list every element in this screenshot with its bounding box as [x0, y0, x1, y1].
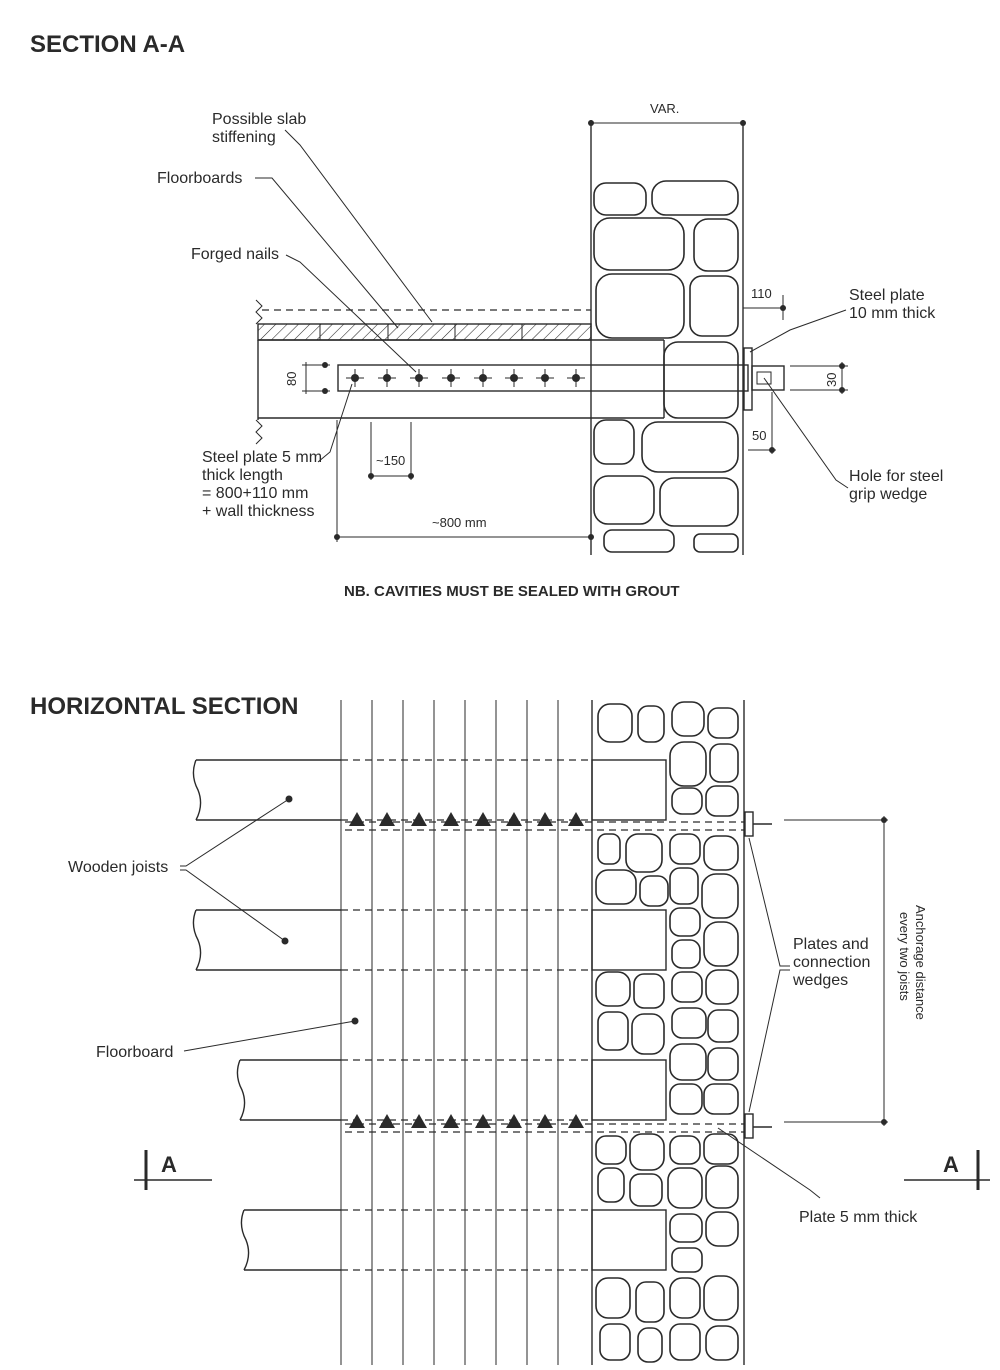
wooden-joists: [192, 759, 667, 1271]
label-wooden-joists: Wooden joists: [68, 859, 168, 876]
dim-110: 110: [751, 286, 772, 301]
label-hole-2: grip wedge: [849, 486, 927, 503]
stone-wall-section: [590, 120, 744, 555]
dim-50: 50: [752, 428, 766, 443]
label-plate-5mm: Plate 5 mm thick: [799, 1209, 918, 1226]
dim-800: ~800 mm: [432, 515, 487, 530]
stone-wall-plan: [591, 700, 745, 1365]
leader-lines-plan: [180, 795, 821, 1199]
label-plates-2: connection: [793, 954, 870, 971]
section-cut-label-left: A: [161, 1152, 177, 1177]
floor-section: [255, 299, 665, 445]
section-aa-title: SECTION A-A: [30, 31, 185, 58]
horizontal-section-title: HORIZONTAL SECTION: [30, 693, 298, 720]
dim-80: 80: [284, 372, 299, 386]
label-anchorage-2: every two joists: [897, 912, 912, 1001]
steel-plate-5mm: [337, 347, 785, 411]
label-slab-stiffening-2: stiffening: [212, 129, 276, 146]
dimension-lines: [302, 120, 848, 542]
dim-150: ~150: [376, 453, 405, 468]
leader-lines-section: [255, 129, 849, 489]
steel-plates-plan: [345, 811, 772, 1139]
label-plates-3: wedges: [792, 972, 848, 989]
floorboard-nail-marks: [319, 324, 523, 340]
label-steel-plate-1: Steel plate 5 mm: [202, 449, 322, 466]
label-plates-1: Plates and: [793, 936, 869, 953]
label-slab-stiffening-1: Possible slab: [212, 111, 306, 128]
section-cut-label-right: A: [943, 1152, 959, 1177]
label-steel-plate-10-2: 10 mm thick: [849, 305, 936, 322]
anchorage-dimension: [784, 816, 888, 1126]
dim-30: 30: [824, 373, 839, 387]
label-steel-plate-2: thick length: [202, 467, 283, 484]
label-steel-plate-3: = 800+110 mm: [202, 485, 308, 502]
label-steel-plate-10-1: Steel plate: [849, 287, 925, 304]
grout-note: NB. CAVITIES MUST BE SEALED WITH GROUT: [344, 583, 680, 600]
label-hole-1: Hole for steel: [849, 468, 943, 485]
floorboard-lines: [340, 700, 559, 1365]
label-floorboards: Floorboards: [157, 170, 242, 187]
forged-nails: [346, 369, 585, 387]
label-anchorage-1: Anchorage distance: [913, 905, 928, 1020]
label-forged-nails: Forged nails: [191, 246, 279, 263]
dim-var: VAR.: [650, 101, 679, 116]
label-floorboard: Floorboard: [96, 1044, 173, 1061]
label-steel-plate-4: + wall thickness: [202, 503, 315, 520]
section-cut-marker-right: [904, 1150, 990, 1190]
forged-nails-plan: [349, 812, 584, 1128]
section-cut-marker-left: [134, 1150, 212, 1190]
